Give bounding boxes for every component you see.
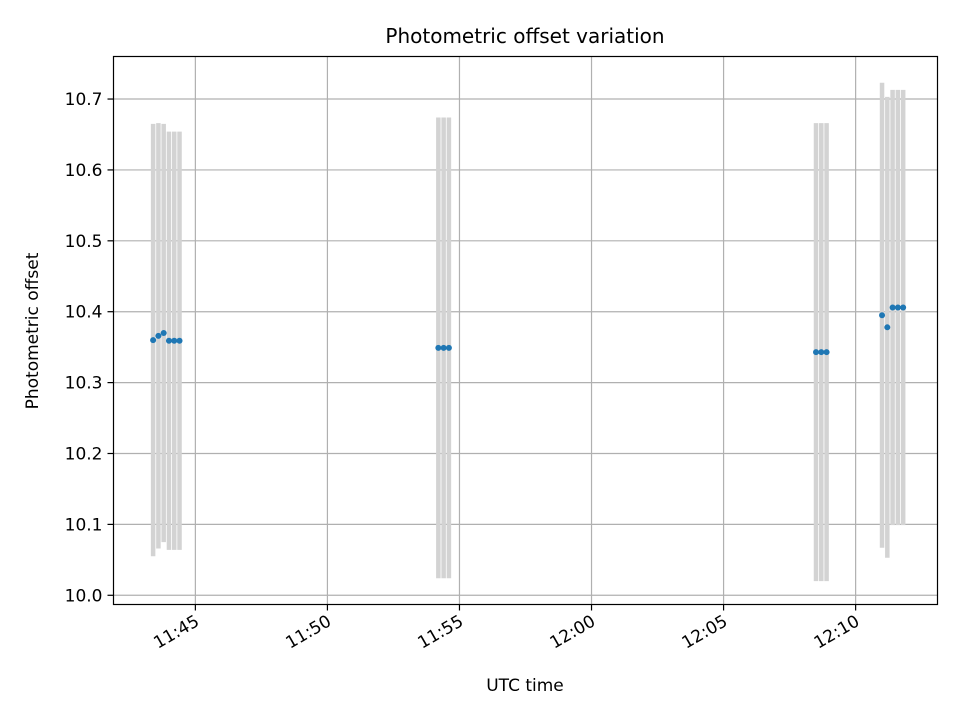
y-tick-label: 10.7: [65, 90, 103, 110]
data-point: [818, 349, 825, 356]
y-tick-label: 10.1: [65, 515, 103, 535]
x-axis: 11:45 11:50 11:55 12:00 12:05 12:10: [150, 604, 863, 654]
x-tick-label: 11:50: [282, 612, 334, 654]
data-point: [435, 344, 442, 351]
y-tick-label: 10.6: [65, 161, 103, 181]
data-point: [445, 344, 452, 351]
data-point: [823, 349, 830, 356]
grid: [113, 56, 938, 605]
data-point: [813, 349, 820, 356]
data-point: [171, 337, 178, 344]
data-point: [440, 344, 447, 351]
x-tick-label: 11:45: [150, 612, 202, 654]
data-point: [894, 304, 901, 311]
data-point: [879, 312, 886, 319]
data-point: [884, 324, 891, 331]
data-point: [160, 329, 167, 336]
x-tick-label: 12:00: [547, 612, 599, 654]
error-bars: [150, 82, 906, 582]
x-tick-label: 12:05: [679, 612, 731, 654]
chart-title: Photometric offset variation: [385, 24, 664, 48]
y-tick-label: 10.0: [65, 586, 103, 606]
y-tick-label: 10.2: [65, 444, 103, 464]
data-point: [165, 337, 172, 344]
data-point: [900, 304, 907, 311]
x-tick-label: 12:10: [811, 612, 863, 654]
y-axis: 10.0 10.1 10.2 10.3 10.4 10.5 10.6 10.7: [65, 90, 114, 606]
y-tick-label: 10.4: [65, 303, 103, 323]
data-point: [176, 337, 183, 344]
y-tick-label: 10.5: [65, 232, 103, 252]
data-point: [889, 304, 896, 311]
x-tick-label: 11:55: [415, 612, 467, 654]
plot-frame: [112, 55, 939, 606]
data-point: [155, 332, 162, 339]
x-axis-title: UTC time: [486, 676, 564, 696]
data-point: [150, 337, 157, 344]
data-points: [150, 304, 907, 356]
y-tick-label: 10.3: [65, 374, 103, 394]
y-axis-title: Photometric offset: [23, 252, 43, 409]
